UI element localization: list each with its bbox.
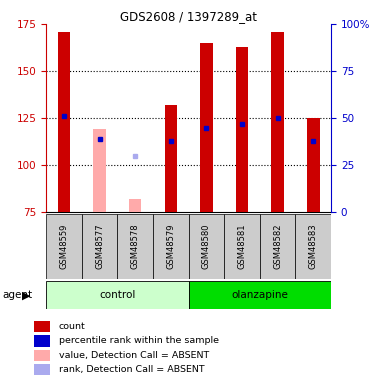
Bar	[58, 32, 70, 212]
Text: GSM48583: GSM48583	[309, 224, 318, 269]
Bar	[46, 281, 189, 309]
Bar	[165, 105, 177, 212]
Text: GSM48580: GSM48580	[202, 224, 211, 269]
Text: percentile rank within the sample: percentile rank within the sample	[59, 336, 219, 345]
Bar	[34, 335, 50, 346]
Text: control: control	[99, 290, 136, 300]
Bar	[94, 129, 106, 212]
Text: GSM48559: GSM48559	[60, 224, 69, 269]
Bar	[307, 118, 320, 212]
Title: GDS2608 / 1397289_at: GDS2608 / 1397289_at	[120, 10, 257, 23]
Text: GSM48579: GSM48579	[166, 224, 175, 269]
Bar	[129, 199, 141, 212]
Text: count: count	[59, 322, 85, 331]
Text: GSM48582: GSM48582	[273, 224, 282, 269]
Text: olanzapine: olanzapine	[231, 290, 288, 300]
Bar	[34, 350, 50, 361]
Bar	[236, 47, 248, 212]
Bar	[189, 214, 224, 279]
Bar	[34, 364, 50, 375]
Bar	[200, 43, 213, 212]
Bar	[46, 214, 82, 279]
Bar	[271, 32, 284, 212]
Text: value, Detection Call = ABSENT: value, Detection Call = ABSENT	[59, 351, 209, 360]
Bar	[296, 214, 331, 279]
Bar	[224, 214, 260, 279]
Bar	[82, 214, 117, 279]
Bar	[34, 321, 50, 332]
Text: rank, Detection Call = ABSENT: rank, Detection Call = ABSENT	[59, 365, 204, 374]
Text: GSM48581: GSM48581	[238, 224, 246, 269]
Text: GSM48577: GSM48577	[95, 224, 104, 269]
Bar	[153, 214, 189, 279]
Bar	[260, 214, 296, 279]
Bar	[117, 214, 153, 279]
Text: agent: agent	[2, 290, 32, 300]
Text: ▶: ▶	[22, 290, 30, 300]
Text: GSM48578: GSM48578	[131, 224, 140, 269]
Bar	[189, 281, 331, 309]
